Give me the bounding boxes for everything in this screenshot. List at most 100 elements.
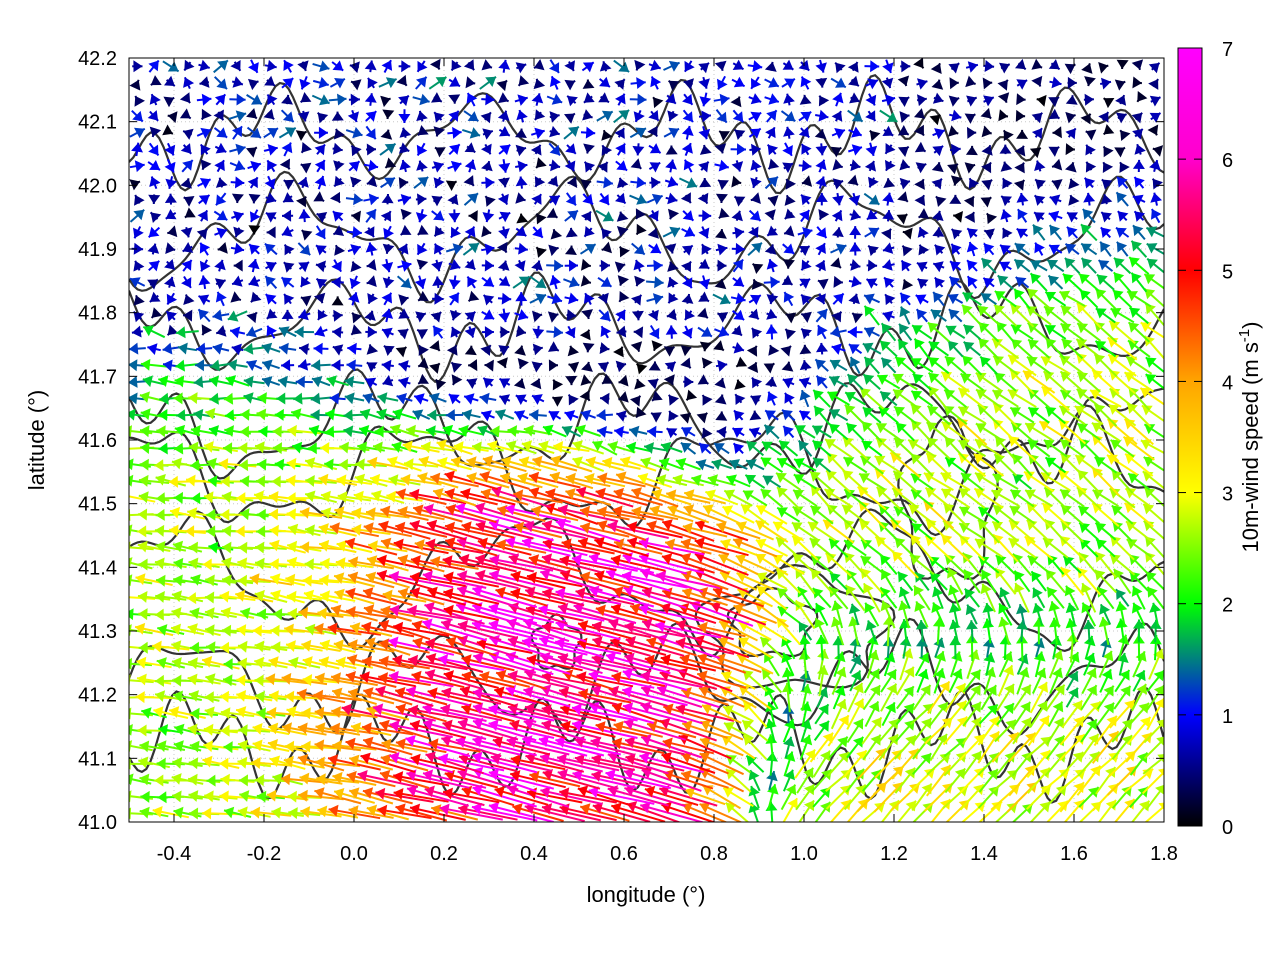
wind-arrow-head	[523, 424, 534, 437]
wind-arrow-head	[681, 770, 692, 782]
wind-arrow-head	[565, 375, 578, 386]
wind-arrow	[250, 806, 292, 819]
wind-arrow-head	[223, 392, 234, 405]
wind-arrow	[813, 405, 831, 425]
wind-arrow-head	[222, 574, 232, 587]
wind-arrow-head	[410, 753, 421, 766]
wind-arrow	[961, 750, 983, 778]
wind-arrow-head	[488, 703, 499, 716]
wind-arrow	[711, 458, 732, 471]
wind-arrow	[623, 768, 687, 791]
wind-arrow-head	[701, 428, 713, 439]
wind-arrow-head	[266, 789, 277, 802]
wind-arrow-head	[735, 394, 746, 405]
wind-arrow-head	[154, 524, 165, 537]
wind-arrow	[591, 770, 652, 788]
wind-arrow	[640, 801, 704, 822]
wind-arrow-head	[239, 475, 250, 488]
wind-arrow	[911, 752, 932, 776]
wind-arrow	[725, 768, 752, 793]
wind-arrow-shaft	[424, 788, 485, 807]
wind-arrow	[457, 768, 519, 791]
wind-arrow	[797, 439, 813, 457]
wind-arrow-head	[1088, 787, 1099, 798]
wind-arrow-head	[298, 789, 308, 802]
wind-arrow-head	[588, 786, 599, 798]
wind-arrow-head	[140, 790, 150, 803]
wind-arrow	[513, 378, 526, 389]
wind-arrow-head	[805, 749, 815, 761]
wind-arrow	[780, 784, 797, 811]
wind-arrow	[716, 426, 727, 439]
wind-arrow	[982, 637, 995, 658]
wind-arrow	[1094, 522, 1117, 541]
wind-arrow-head	[224, 425, 234, 437]
wind-arrow-head	[250, 806, 261, 819]
wind-arrow-head	[395, 803, 406, 815]
wind-arrow-head	[765, 734, 778, 744]
wind-arrow-head	[1057, 800, 1068, 812]
wind-arrow	[223, 806, 252, 819]
wind-arrow-head	[1089, 751, 1100, 763]
wind-arrow-head	[137, 508, 148, 521]
wind-arrow-head	[557, 753, 568, 766]
wind-arrow-head	[280, 773, 291, 786]
wind-arrow-head	[286, 457, 297, 470]
wind-arrow-head	[343, 409, 353, 422]
wind-arrow-head	[668, 410, 679, 422]
wind-arrow-head	[1024, 765, 1035, 777]
wind-arrow	[873, 781, 904, 813]
wind-arrow-head	[639, 752, 650, 764]
wind-arrow	[269, 755, 306, 770]
wind-arrow	[798, 799, 815, 822]
wind-arrow-head	[173, 574, 183, 587]
wind-arrow	[434, 378, 447, 391]
wind-arrow	[625, 753, 685, 772]
wind-arrow-head	[410, 803, 421, 816]
wind-arrow-head	[301, 639, 312, 652]
wind-arrow	[359, 408, 383, 421]
wind-arrow-head	[256, 608, 267, 621]
wind-arrow-head	[860, 556, 872, 567]
wind-arrow-head	[540, 752, 551, 765]
wind-arrow-head	[714, 394, 727, 405]
wind-arrow-head	[857, 798, 868, 810]
wind-arrow	[732, 442, 745, 454]
wind-arrow-head	[170, 506, 181, 519]
wind-arrow-head	[892, 782, 903, 793]
wind-arrow-head	[135, 622, 146, 635]
wind-arrow	[959, 783, 985, 811]
wind-arrow-shaft	[622, 670, 688, 692]
wind-arrow-head	[287, 424, 297, 437]
wind-arrow-head	[559, 787, 570, 800]
wind-arrow-head	[188, 657, 198, 670]
wind-arrow-head	[820, 750, 831, 762]
wind-arrow-head	[435, 379, 447, 391]
wind-arrow	[827, 751, 850, 777]
wind-arrow-head	[139, 740, 150, 753]
wind-arrow	[579, 390, 591, 402]
wind-arrow-head	[908, 504, 920, 515]
wind-arrow	[577, 785, 633, 807]
wind-arrow	[498, 377, 511, 389]
wind-arrow	[495, 409, 515, 421]
wind-arrow	[382, 375, 394, 387]
wind-arrow-shaft	[588, 789, 655, 805]
wind-arrow-head	[684, 375, 694, 388]
wind-arrow-head	[954, 768, 966, 780]
wind-arrow-head	[1077, 423, 1089, 434]
wind-arrow-head	[1090, 765, 1101, 777]
wind-arrow-shaft	[425, 753, 484, 775]
wind-arrow-head	[129, 375, 138, 388]
wind-arrow-head	[135, 691, 145, 704]
wind-arrow-shaft	[525, 754, 585, 773]
wind-arrow-head	[187, 673, 198, 686]
wind-arrow-head	[137, 673, 147, 686]
wind-arrow-shaft	[442, 790, 500, 804]
wind-arrow	[829, 799, 852, 822]
wind-arrow	[410, 753, 466, 772]
wind-arrow	[268, 656, 307, 670]
wind-arrow	[428, 738, 481, 753]
wind-arrow-head	[156, 757, 166, 770]
wind-arrow-head	[205, 624, 215, 637]
